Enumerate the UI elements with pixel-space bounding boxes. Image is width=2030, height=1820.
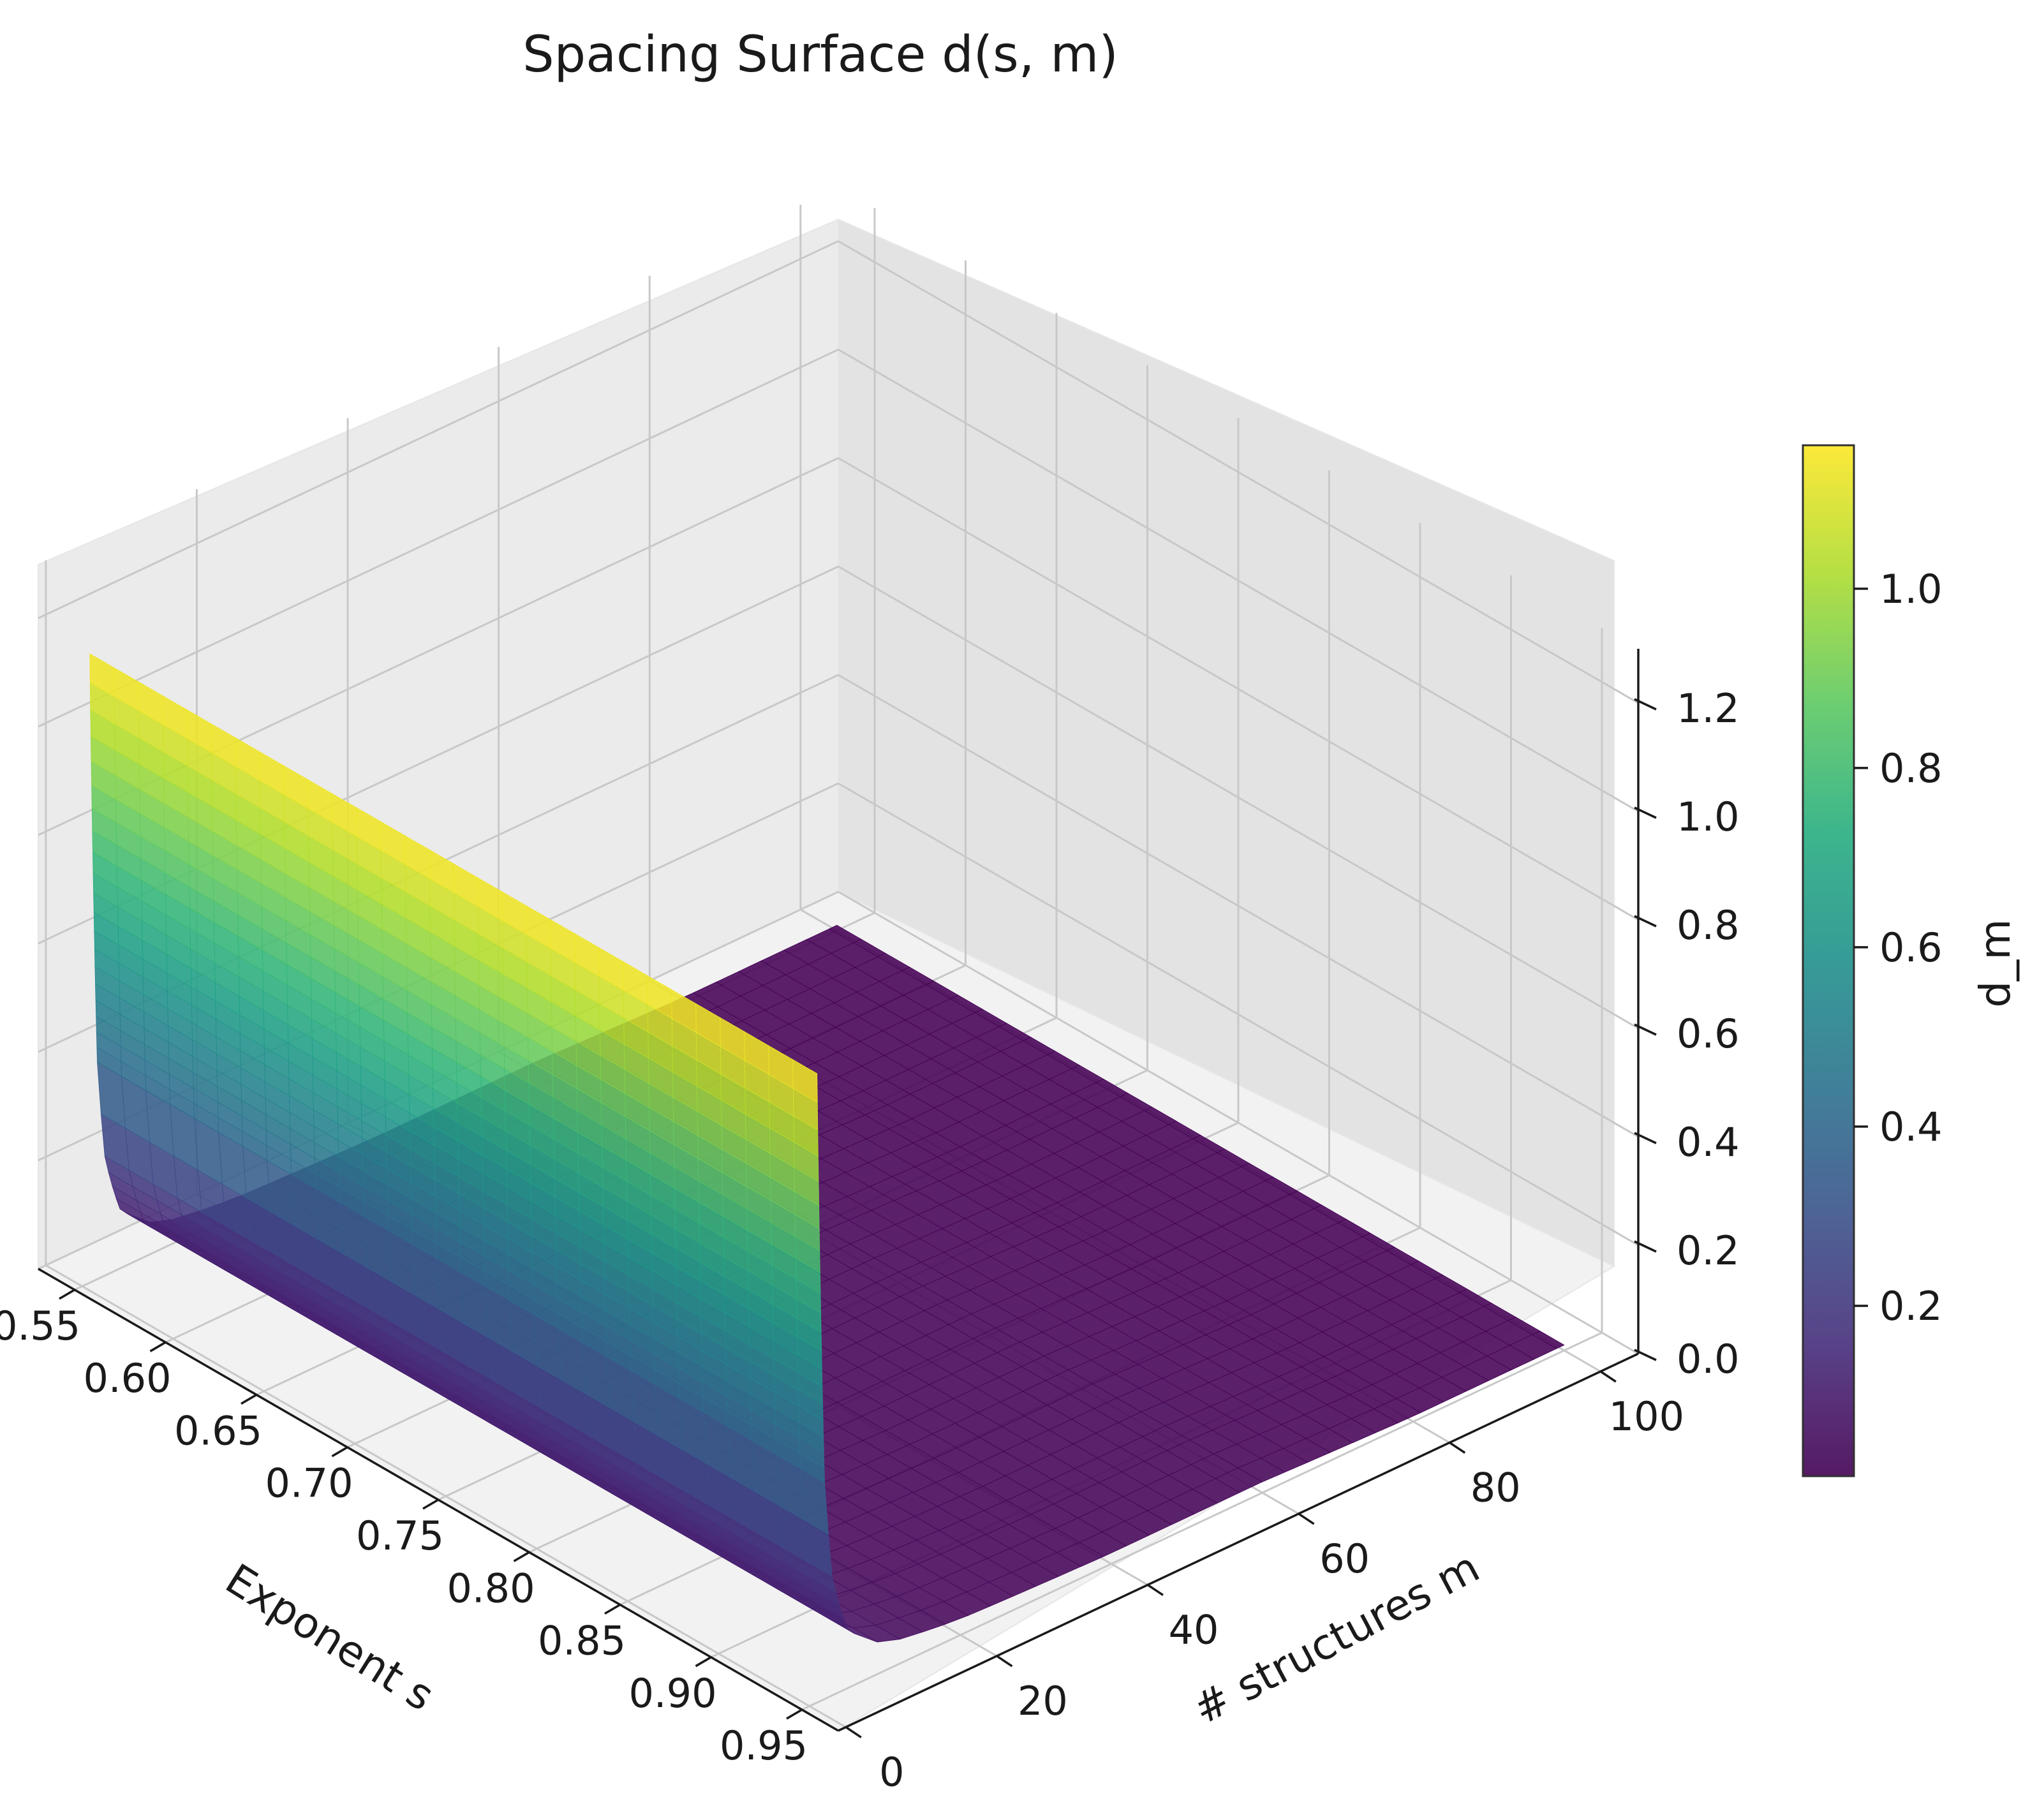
z-tick-mark [1634,915,1657,928]
z-tick-mark [1634,1023,1657,1036]
y-tick-label: 20 [1018,1678,1068,1724]
wall-gridline-z-right [838,782,1639,1247]
x-tick-label: 0.80 [447,1565,535,1611]
colorbar-tick-label: 0.6 [1879,924,1943,971]
floor-gridline-m [45,1264,847,1728]
colorbar: 0.2 0.4 0.6 0.8 1.0 d_m [1802,444,2020,1477]
x-tick-label: 0.60 [83,1355,171,1402]
y-tick-mark [1599,1370,1617,1383]
y-tick-mark [1298,1513,1315,1525]
wall-gridline-z-left [38,240,839,619]
x-tick-label: 0.65 [174,1407,262,1454]
wall-gridline-z-left [38,348,839,728]
y-tick-label: 40 [1169,1606,1219,1653]
wall-gridline-z-right [838,891,1639,1355]
y-axis-ticks: 0 20 40 60 80 100 [845,1370,1684,1795]
x-tick-label: 0.75 [356,1513,444,1559]
z-tick-label: 0.2 [1677,1227,1740,1274]
x-tick-mark [695,1656,712,1668]
y-tick-label: 0 [879,1749,904,1795]
z-tick-label: 1.2 [1677,685,1740,732]
x-tick-mark [786,1708,803,1720]
x-tick-mark [513,1551,530,1562]
z-tick-mark [1634,1132,1657,1144]
y-tick-mark [996,1655,1013,1668]
y-tick-label: 80 [1471,1464,1521,1511]
x-tick-label: 0.95 [720,1722,808,1769]
y-tick-label: 100 [1609,1393,1684,1440]
z-axis-ticks: 0.0 0.2 0.4 0.6 0.8 1.0 1.2 [1634,685,1740,1382]
wall-gridline-z-right [838,565,1639,1030]
surface [89,653,1565,1643]
x-tick-label: 0.70 [265,1460,353,1507]
y-tick-label: 60 [1319,1535,1370,1582]
surface-facet [792,1059,818,1103]
x-tick-mark [331,1446,348,1458]
wall-gridline-z-right [838,240,1639,704]
x-tick-mark [59,1289,75,1300]
chart-title: Spacing Surface d(s, m) [522,26,1118,84]
colorbar-ticks: 0.2 0.4 0.6 0.8 1.0 [1854,566,1943,1329]
y-tick-mark [1449,1441,1466,1454]
colorbar-tick-label: 0.8 [1879,745,1943,792]
z-tick-mark [1634,698,1657,711]
y-tick-mark [1147,1583,1164,1596]
colorbar-gradient [1802,444,1855,1477]
z-tick-label: 0.4 [1677,1119,1740,1165]
colorbar-tick-label: 0.4 [1879,1104,1943,1150]
z-tick-mark [1634,806,1657,819]
colorbar-label: d_m [1971,919,2020,1007]
z-tick-mark [1634,1240,1657,1253]
z-tick-label: 0.0 [1677,1336,1740,1382]
wall-gridline-z-right [838,674,1639,1138]
wall-gridline-z-right [838,457,1639,921]
x-axis-ticks: 0.550.600.650.700.750.800.850.900.95 [0,1289,808,1769]
z-tick-label: 1.0 [1677,794,1740,840]
colorbar-tick-label: 1.0 [1879,566,1943,612]
y-axis-line [838,1352,1639,1732]
z-tick-label: 0.8 [1677,902,1740,949]
x-tick-mark [604,1604,621,1615]
x-tick-label: 0.85 [538,1618,626,1664]
x-tick-label: 0.55 [0,1303,80,1349]
x-tick-label: 0.90 [628,1670,716,1717]
x-tick-mark [241,1393,257,1405]
y-tick-mark [845,1726,862,1738]
floor-gridline-s [801,1331,1603,1711]
z-tick-label: 0.6 [1677,1010,1740,1057]
x-tick-mark [422,1498,439,1510]
wall-gridline-z-right [838,348,1639,813]
x-tick-mark [149,1341,167,1352]
z-tick-mark [1634,1349,1657,1361]
x-axis-label: Exponent s [217,1555,442,1721]
colorbar-tick-label: 0.2 [1879,1283,1943,1329]
